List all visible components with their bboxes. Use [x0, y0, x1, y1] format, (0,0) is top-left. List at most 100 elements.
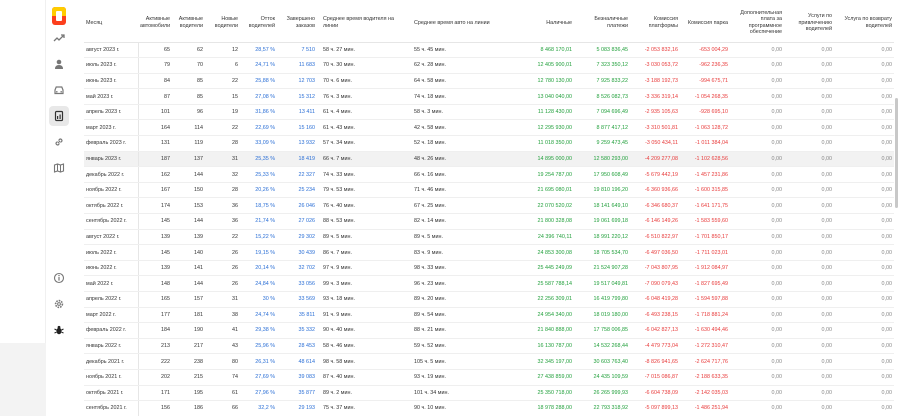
column-header[interactable]: Завершено заказов [277, 4, 317, 43]
table-row[interactable]: декабрь 2022 г. 162 144 32 25,33 % 22 327 74 ч… [84, 166, 894, 183]
table-row[interactable]: март 2022 г. 177 181 38 24,74 % 35 811 91 ч. 9… [84, 307, 894, 324]
driver-time-cell: 89 ч. 5 мин. [317, 229, 412, 246]
park-fee-cell: -1 063 128,72 [680, 119, 730, 137]
cashless-cell: 16 419 799,80 [574, 291, 630, 308]
driver-time-cell: 66 ч. 7 мин. [317, 151, 412, 168]
trend-icon[interactable] [49, 28, 69, 48]
table-row[interactable]: апрель 2022 г. 165 157 31 30 % 33 569 93 ч. 18… [84, 291, 894, 308]
table-row[interactable]: октябрь 2022 г. 174 153 36 18,75 % 26 046 76 ч… [84, 197, 894, 215]
table-row[interactable]: июнь 2022 г. 139 141 26 20,14 % 32 702 97 ч. 9… [84, 260, 894, 277]
platform-fee-cell: -5 097 899,13 [630, 400, 680, 416]
orders-cell[interactable]: 18 419 [277, 151, 317, 168]
map-icon[interactable] [49, 158, 69, 178]
table-row[interactable]: январь 2023 г. 187 137 31 25,35 % 18 419 66 ч.… [84, 151, 894, 168]
new-drivers-cell: 26 [205, 244, 240, 261]
orders-cell[interactable]: 7 510 [277, 42, 317, 59]
column-header[interactable]: Отток водителей [240, 4, 277, 43]
table-row[interactable]: июнь 2023 г. 84 85 22 25,88 % 12 703 70 ч. 6 м… [84, 73, 894, 90]
vertical-scrollbar[interactable] [895, 98, 898, 208]
link-icon[interactable] [49, 132, 69, 152]
column-header[interactable]: Комиссия платформы [630, 4, 680, 43]
logo-icon[interactable] [52, 7, 66, 25]
platform-fee-cell: -6 360 936,66 [630, 182, 680, 199]
column-header[interactable]: Активные автомобили [138, 4, 172, 43]
park-fee-cell: -1 102 628,56 [680, 151, 730, 168]
orders-cell[interactable]: 39 083 [277, 369, 317, 386]
active-cars-cell: 165 [138, 291, 172, 308]
orders-cell[interactable]: 28 453 [277, 338, 317, 355]
software-fee-cell: 0,00 [730, 88, 784, 105]
orders-cell[interactable]: 35 332 [277, 322, 317, 339]
column-header[interactable]: Новые водители [205, 4, 240, 43]
report-table-container[interactable]: Месяц Активные автомобили Активные водит… [84, 4, 900, 416]
table-row[interactable]: январь 2022 г. 213 217 43 25,96 % 28 453 58 ч.… [84, 338, 894, 355]
table-row[interactable]: сентябрь 2021 г. 156 186 66 32,2 % 29 193 75 ч… [84, 400, 894, 416]
column-header[interactable]: Дополнительная плата за программное обес… [730, 4, 784, 43]
bug-icon[interactable] [49, 320, 69, 340]
park-fee-cell: -1 641 171,75 [680, 197, 730, 215]
table-row[interactable]: февраль 2023 г. 131 119 28 33,09 % 13 932 57 ч… [84, 135, 894, 152]
active-cars-cell: 177 [138, 307, 172, 324]
table-row[interactable]: февраль 2022 г. 184 190 41 29,38 % 35 332 90 ч… [84, 322, 894, 339]
orders-cell[interactable]: 30 439 [277, 244, 317, 261]
table-row[interactable]: март 2023 г. 164 114 22 22,69 % 15 160 61 ч. 4… [84, 119, 894, 137]
orders-cell[interactable]: 13 932 [277, 135, 317, 152]
table-row[interactable]: август 2023 г. 65 62 12 28,57 % 7 510 58 ч. 27… [84, 42, 894, 59]
table-row[interactable]: ноябрь 2021 г. 202 215 74 27,69 % 39 083 87 ч.… [84, 369, 894, 386]
column-header[interactable]: Среднее время водителя на линии [317, 4, 412, 43]
table-row[interactable]: май 2023 г. 87 85 15 27,08 % 15 312 76 ч. 3 ми… [84, 88, 894, 105]
column-header[interactable]: Среднее время авто на линии [412, 4, 500, 43]
orders-cell[interactable]: 22 327 [277, 166, 317, 183]
orders-cell[interactable]: 27 026 [277, 213, 317, 230]
orders-cell[interactable]: 26 046 [277, 197, 317, 215]
table-row[interactable]: ноябрь 2022 г. 167 150 28 20,26 % 25 234 79 ч.… [84, 182, 894, 199]
column-header[interactable]: Услуги по привлечению водителей [784, 4, 834, 43]
settings-icon[interactable] [49, 294, 69, 314]
churn-cell: 27,96 % [240, 385, 277, 402]
report-icon[interactable] [49, 106, 69, 126]
column-header[interactable]: Месяц [84, 4, 138, 43]
column-header[interactable]: Услуга по возврату водителей [834, 4, 894, 43]
user-icon[interactable] [49, 54, 69, 74]
table-row[interactable]: апрель 2023 г. 101 96 19 31,86 % 13 411 61 ч. … [84, 104, 894, 121]
return-cell: 0,00 [834, 275, 894, 292]
orders-cell[interactable]: 25 234 [277, 182, 317, 199]
column-header[interactable]: Наличные [500, 4, 574, 43]
table-row[interactable]: октябрь 2021 г. 171 195 61 27,96 % 35 877 89 ч… [84, 385, 894, 402]
column-header[interactable]: Активные водители [172, 4, 205, 43]
month-cell: февраль 2023 г. [84, 135, 139, 152]
table-row[interactable]: июль 2023 г. 79 70 6 24,71 % 11 683 70 ч. 30 м… [84, 57, 894, 74]
orders-cell[interactable]: 33 056 [277, 275, 317, 292]
orders-cell[interactable]: 15 160 [277, 119, 317, 137]
driver-time-cell: 61 ч. 43 мин. [317, 119, 412, 137]
orders-cell[interactable]: 11 683 [277, 57, 317, 74]
active-drivers-cell: 85 [172, 73, 205, 90]
orders-cell[interactable]: 32 702 [277, 260, 317, 277]
table-row[interactable]: май 2022 г. 148 144 26 24,84 % 33 056 99 ч. 3 … [84, 275, 894, 292]
orders-cell[interactable]: 29 193 [277, 400, 317, 416]
orders-cell[interactable]: 35 877 [277, 385, 317, 402]
attraction-cell: 0,00 [784, 275, 834, 292]
orders-cell[interactable]: 33 569 [277, 291, 317, 308]
orders-cell[interactable]: 15 312 [277, 88, 317, 105]
column-header[interactable]: Комиссия парка [680, 4, 730, 43]
table-row[interactable]: декабрь 2021 г. 222 238 80 26,31 % 48 614 98 ч… [84, 353, 894, 370]
orders-cell[interactable]: 35 811 [277, 307, 317, 324]
orders-cell[interactable]: 29 302 [277, 229, 317, 246]
column-header[interactable]: Безналичные платежи [574, 4, 630, 43]
orders-cell[interactable]: 13 411 [277, 104, 317, 121]
table-row[interactable]: август 2022 г. 139 139 22 15,22 % 29 302 89 ч.… [84, 229, 894, 246]
orders-cell[interactable]: 48 614 [277, 353, 317, 370]
table-row[interactable]: июль 2022 г. 145 140 26 19,15 % 30 439 86 ч. 7… [84, 244, 894, 261]
car-icon[interactable] [49, 80, 69, 100]
info-icon[interactable] [49, 268, 69, 288]
attraction-cell: 0,00 [784, 260, 834, 277]
return-cell: 0,00 [834, 57, 894, 74]
car-time-cell: 93 ч. 19 мин. [412, 369, 500, 386]
month-cell: август 2022 г. [84, 229, 139, 246]
new-drivers-cell: 36 [205, 197, 240, 215]
orders-cell[interactable]: 12 703 [277, 73, 317, 90]
driver-time-cell: 76 ч. 3 мин. [317, 88, 412, 105]
active-drivers-cell: 137 [172, 151, 205, 168]
table-row[interactable]: сентябрь 2022 г. 145 144 36 21,74 % 27 026 88 … [84, 213, 894, 230]
